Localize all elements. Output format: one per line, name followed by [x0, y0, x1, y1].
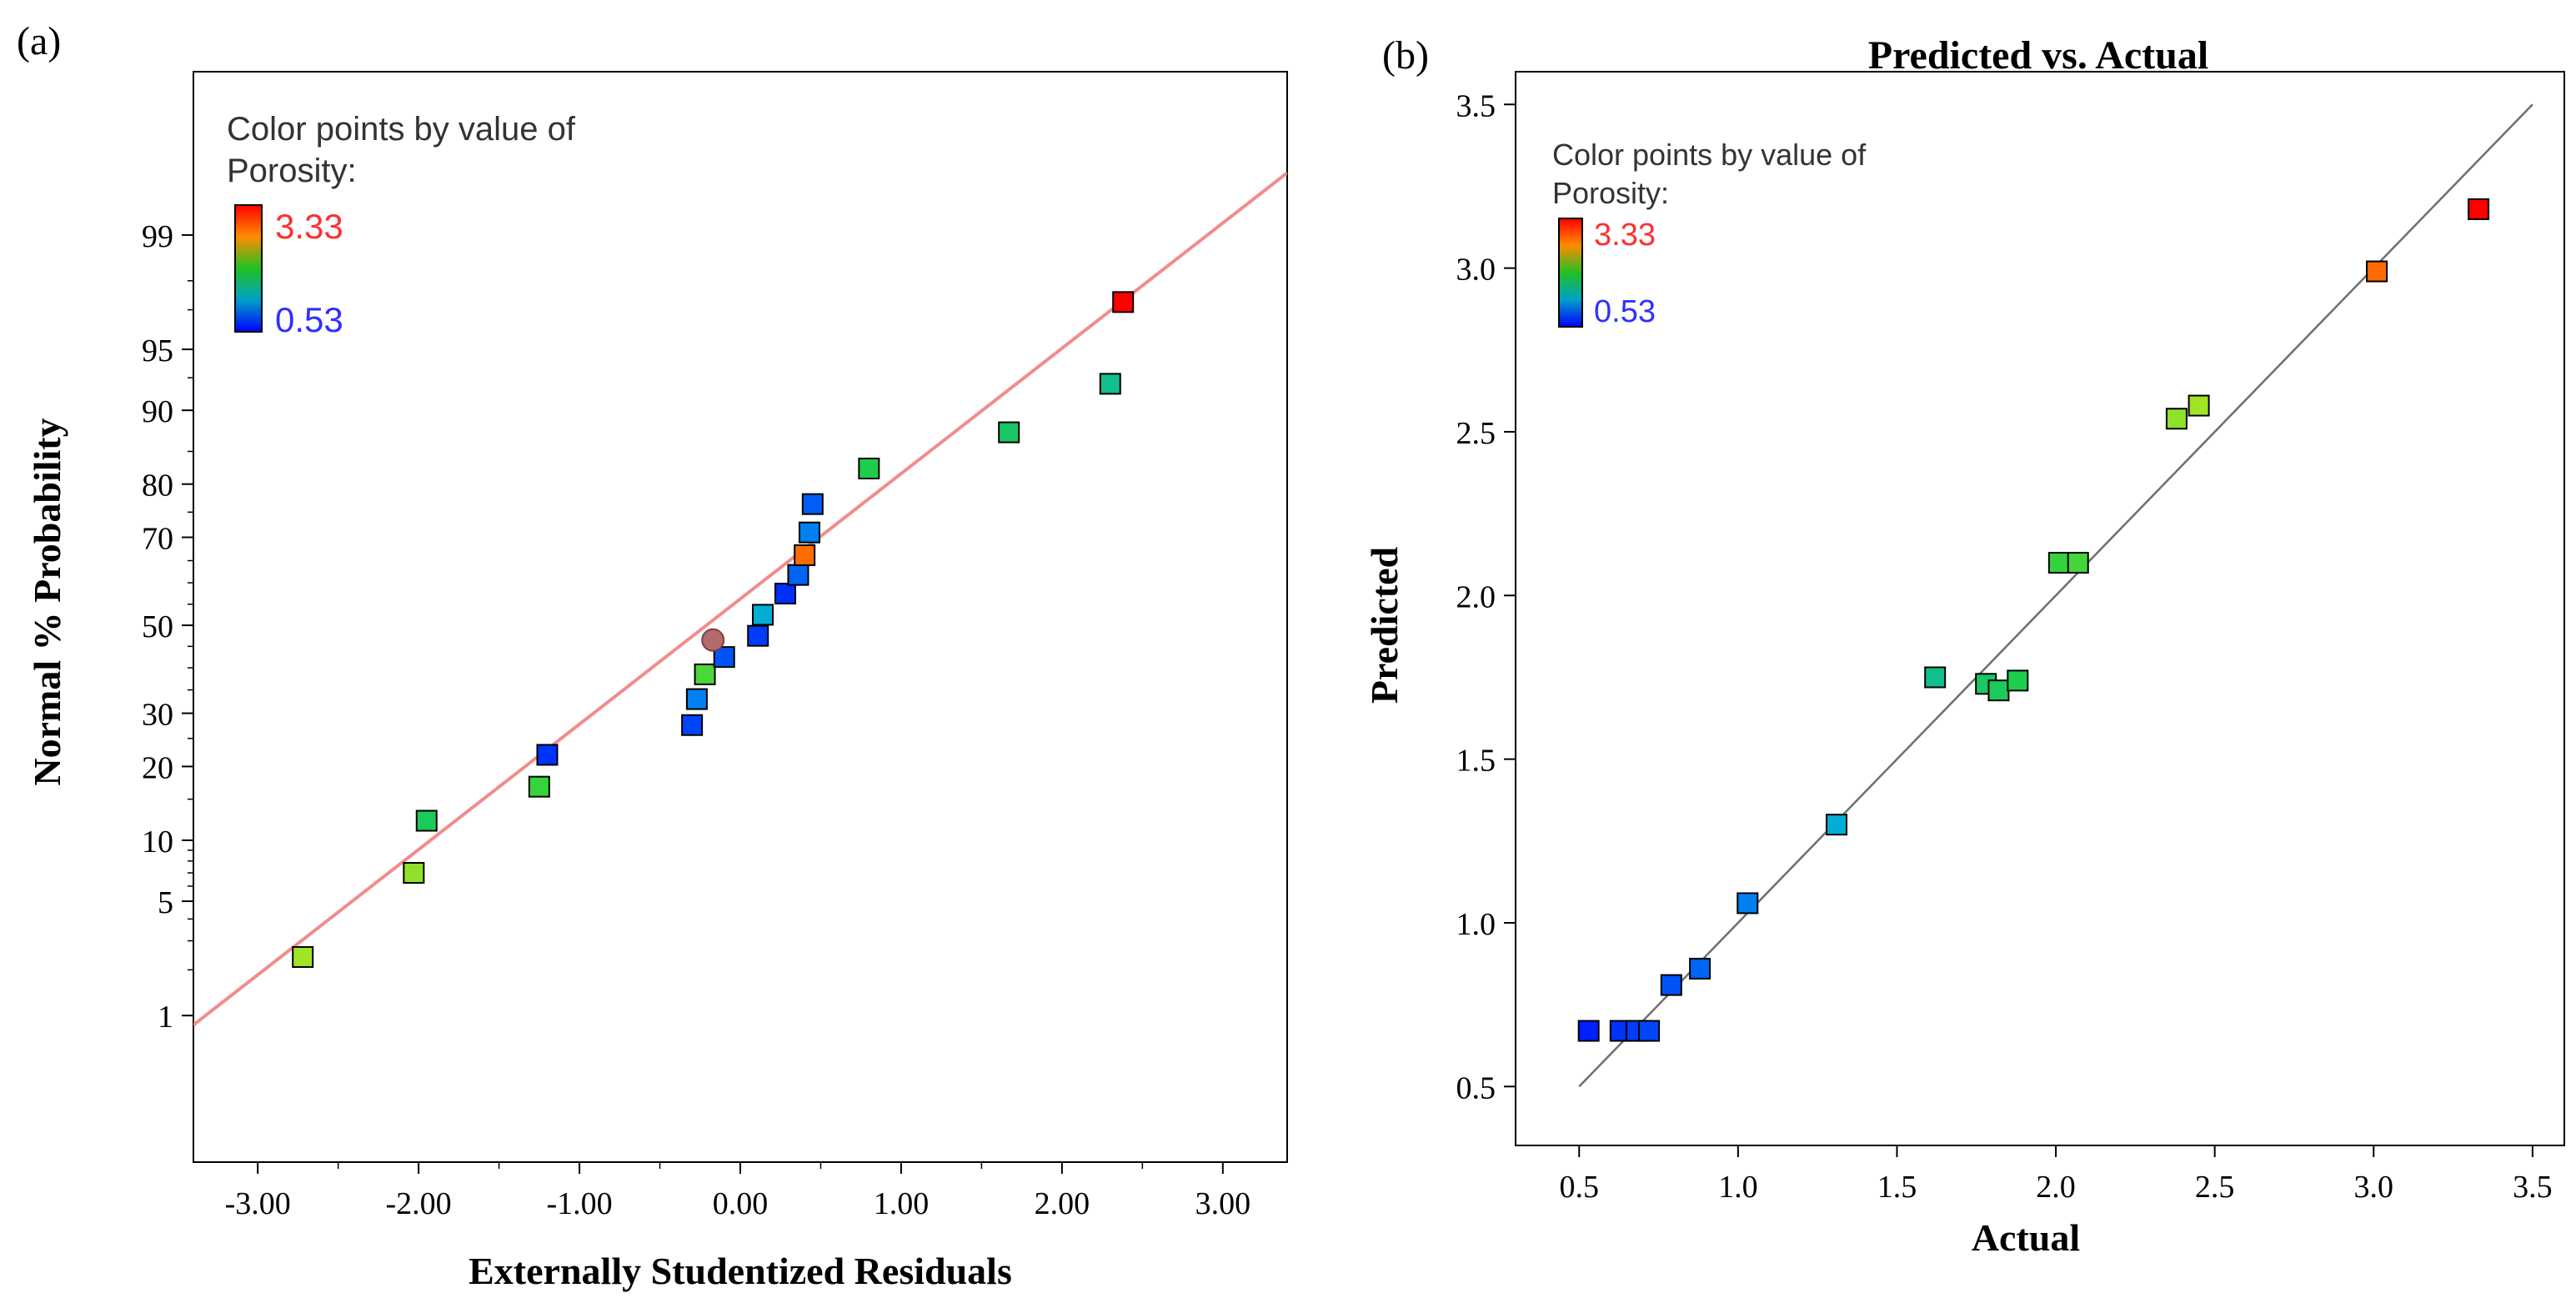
panel-a-y-tick-label: 99 — [142, 219, 173, 254]
panel-b-y-tick-label: 3.0 — [1456, 253, 1496, 288]
panel-b-data-point — [2188, 394, 2210, 417]
panel-b-y-tick-label: 1.0 — [1456, 907, 1496, 942]
panel-b-data-point — [1826, 814, 1848, 836]
panel-a-y-tick-label: 5 — [158, 885, 173, 920]
panel-a-data-point — [752, 604, 774, 626]
panel-a-y-tick-label: 90 — [142, 394, 173, 429]
panel-a-legend-min-label: 0.53 — [275, 300, 343, 339]
panel-b-x-axis: 0.5 1.0 1.5 2.0 2.5 3.0 3.5 — [1559, 1145, 2553, 1205]
panel-a-data-point — [794, 544, 816, 566]
panel-a-legend: Color points by value of Porosity: 3.33 … — [227, 111, 576, 339]
panel-b-y-tick-label: 3.5 — [1456, 88, 1496, 123]
panel-b-data-point — [1638, 1020, 1661, 1042]
panel-b-data-point — [2165, 408, 2188, 430]
panel-b-legend-colorbar — [1558, 218, 1583, 328]
panel-a-data-point — [681, 714, 704, 736]
panel-a-data-point — [685, 688, 708, 710]
panel-a-data-point — [774, 583, 797, 605]
panel-a-x-tick-label: 3.00 — [1195, 1186, 1251, 1221]
panel-a-data-point — [536, 744, 559, 766]
panel-a-y-tick-label: 70 — [142, 522, 173, 557]
panel-b: (b) Predicted vs. Actual 0.5 1.0 1.5 2.0 2.5… — [1363, 33, 2565, 1259]
panel-a-plot-frame — [193, 71, 1288, 1163]
panel-b-legend: Color points by value of Porosity: 3.33 … — [1552, 138, 1867, 329]
panel-a-x-tick-label: -1.00 — [546, 1186, 612, 1221]
panel-b-data-point — [1577, 1020, 1600, 1042]
panel-b-legend-max-label: 3.33 — [1594, 218, 1656, 253]
panel-a-data-point — [403, 862, 425, 885]
panel-a-data-point — [747, 624, 769, 647]
panel-a-reference-line — [193, 171, 1287, 1027]
panel-a-y-tick-label: 30 — [142, 698, 173, 733]
panel-b-legend-min-label: 0.53 — [1594, 294, 1656, 329]
panel-b-data-point — [2047, 552, 2070, 574]
panel-b-y-tick-label: 0.5 — [1456, 1070, 1496, 1105]
panel-b-data-point — [1689, 957, 1711, 980]
panel-a-data-point — [415, 809, 438, 832]
panel-a-y-axis-title: Normal % Probability — [26, 418, 68, 785]
panel-a-data-point — [1112, 291, 1135, 313]
panel-b-y-axis-title: Predicted — [1363, 546, 1406, 704]
panel-b-label: (b) — [1382, 33, 1429, 78]
panel-b-title: Predicted vs. Actual — [1868, 33, 2208, 78]
panel-b-x-tick-label: 1.5 — [1877, 1170, 1917, 1205]
panel-a-y-tick-label: 80 — [142, 469, 173, 504]
panel-a-data-point — [701, 628, 725, 652]
panel-a-y-tick-label: 10 — [142, 824, 173, 859]
panel-b-x-tick-label: 1.0 — [1718, 1170, 1758, 1205]
panel-a-data-point — [292, 945, 314, 968]
panel-b-x-tick-label: 2.5 — [2195, 1170, 2235, 1205]
panel-a-legend-colorbar — [234, 204, 263, 333]
panel-b-y-tick-label: 2.5 — [1456, 416, 1496, 451]
panel-b-data-point — [1737, 892, 1759, 915]
panel-b-x-tick-label: 0.5 — [1559, 1170, 1599, 1205]
panel-a-data-point — [858, 457, 880, 479]
panel-a-y-tick-label: 20 — [142, 750, 173, 785]
panel-b-data-point — [2366, 260, 2388, 283]
panel-a-x-tick-label: -3.00 — [225, 1186, 291, 1221]
panel-a-x-tick-label: -2.00 — [386, 1186, 452, 1221]
panel-b-data-point — [2007, 669, 2029, 692]
panel-a-x-tick-label: 2.00 — [1035, 1186, 1090, 1221]
panel-b-x-tick-label: 3.0 — [2354, 1170, 2394, 1205]
panel-a-y-tick-label: 1 — [158, 1000, 173, 1035]
panel-a-data-point — [998, 421, 1020, 444]
panel-a-x-tick-label: 0.00 — [713, 1186, 769, 1221]
panel-a-y-tick-label: 95 — [142, 333, 173, 368]
panel-a-y-axis: 1 5 10 20 30 50 70 80 90 95 99 — [142, 219, 193, 1035]
panel-a-data-point — [798, 521, 820, 544]
panel-b-y-tick-label: 2.0 — [1456, 579, 1496, 614]
panel-b-data-point — [2067, 552, 2089, 574]
panel-a-x-tick-label: 1.00 — [874, 1186, 930, 1221]
panel-a-x-axis-title: Externally Studentized Residuals — [469, 1250, 1012, 1292]
panel-b-x-tick-label: 2.0 — [2036, 1170, 2076, 1205]
panel-a-y-tick-label: 50 — [142, 609, 173, 644]
panel-a-label: (a) — [17, 19, 61, 63]
panel-b-data-point — [1660, 974, 1682, 996]
panel-a-legend-title-line2: Porosity: — [227, 153, 357, 189]
panel-a-legend-max-label: 3.33 — [275, 207, 343, 246]
panel-a-data-point — [528, 775, 550, 798]
panel-b-data-point — [1987, 679, 2010, 702]
panel-b-legend-title-line1: Color points by value of — [1552, 138, 1867, 172]
panel-a-data-point — [694, 663, 716, 685]
panel-a-points — [292, 291, 1135, 968]
panel-b-y-tick-label: 1.5 — [1456, 744, 1496, 779]
panel-b-y-axis: 0.5 1.0 1.5 2.0 2.5 3.0 3.5 — [1456, 88, 1516, 1105]
panel-b-x-tick-label: 3.5 — [2513, 1170, 2553, 1205]
panel-b-data-point — [1924, 666, 1947, 689]
panel-a-x-axis: -3.00 -2.00 -1.00 0.00 1.00 2.00 3.00 — [225, 1162, 1250, 1221]
panel-b-x-axis-title: Actual — [1972, 1216, 2080, 1259]
panel-a-data-point — [801, 493, 824, 515]
panel-b-points — [1577, 198, 2490, 1042]
panel-b-data-point — [2468, 198, 2490, 220]
panel-a-data-point — [1099, 373, 1121, 395]
panel-a-data-point — [787, 564, 809, 586]
panel-a-legend-title-line1: Color points by value of — [227, 111, 576, 148]
panel-a: (a) 1 5 10 20 30 50 70 80 90 95 99 -3.00 -2.00 -1.00… — [17, 19, 1288, 1292]
panel-b-legend-title-line2: Porosity: — [1552, 176, 1669, 210]
panel-a-data-point — [713, 646, 735, 669]
